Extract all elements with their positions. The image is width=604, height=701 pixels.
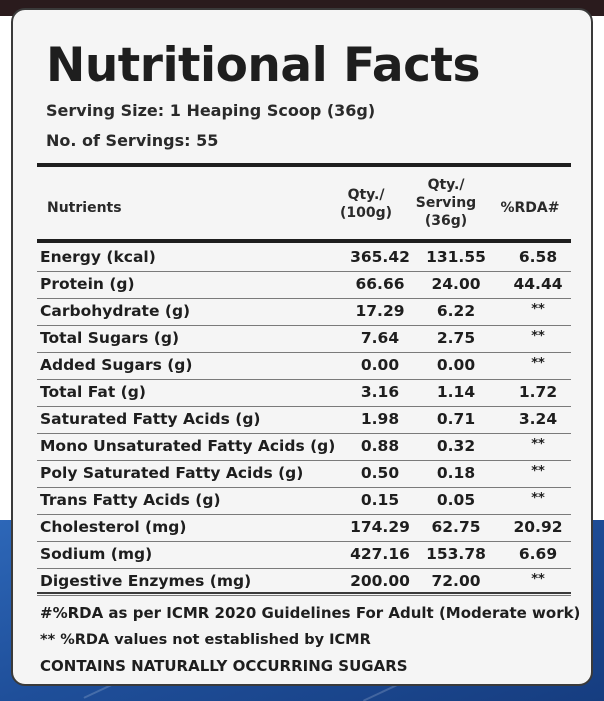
qty-per-serving: 0.18 bbox=[436, 464, 476, 482]
nutrient-name: Mono Unsaturated Fatty Acids (g) bbox=[40, 437, 336, 455]
nutrient-name: Energy (kcal) bbox=[40, 248, 156, 266]
nutrient-name: Protein (g) bbox=[40, 275, 135, 293]
footnote-sugars: CONTAINS NATURALLY OCCURRING SUGARS bbox=[40, 657, 408, 675]
qty-per-serving: 6.22 bbox=[436, 302, 476, 320]
rda-value: ** bbox=[531, 491, 545, 506]
rda-value: 44.44 bbox=[513, 275, 563, 293]
qty-per-serving: 72.00 bbox=[431, 572, 481, 590]
qty-per-100g: 1.98 bbox=[360, 410, 400, 428]
table-row: Digestive Enzymes (mg) 200.00 72.00 ** bbox=[37, 569, 571, 596]
rda-value: ** bbox=[531, 302, 545, 317]
rda-value: 6.58 bbox=[518, 248, 558, 266]
rda-value: ** bbox=[531, 356, 545, 371]
table-row: Trans Fatty Acids (g) 0.15 0.05 ** bbox=[37, 488, 571, 515]
top-thick-rule bbox=[37, 163, 571, 167]
nutrient-name: Digestive Enzymes (mg) bbox=[40, 572, 252, 590]
nutrient-name: Cholesterol (mg) bbox=[40, 518, 187, 536]
qty-per-serving: 0.32 bbox=[436, 437, 476, 455]
table-row: Protein (g) 66.66 24.00 44.44 bbox=[37, 272, 571, 299]
rda-value: ** bbox=[531, 329, 545, 344]
nutrient-name: Trans Fatty Acids (g) bbox=[40, 491, 221, 509]
qty-per-100g: 7.64 bbox=[360, 329, 400, 347]
nutrient-name: Added Sugars (g) bbox=[40, 356, 193, 374]
nutrition-label-card: Nutritional Facts Serving Size: 1 Heapin… bbox=[11, 8, 593, 686]
rda-value: 3.24 bbox=[518, 410, 558, 428]
table-row: Poly Saturated Fatty Acids (g) 0.50 0.18 ** bbox=[37, 461, 571, 488]
table-row: Added Sugars (g) 0.00 0.00 ** bbox=[37, 353, 571, 380]
bottom-rule bbox=[37, 592, 571, 594]
nutrient-name: Poly Saturated Fatty Acids (g) bbox=[40, 464, 304, 482]
header-nutrients: Nutrients bbox=[47, 200, 122, 216]
footnote-rda-basis: #%RDA as per ICMR 2020 Guidelines For Ad… bbox=[40, 604, 581, 622]
qty-per-100g: 365.42 bbox=[350, 248, 410, 266]
header-qty-per-100g: Qty./ (100g) bbox=[339, 187, 393, 221]
qty-per-serving: 1.14 bbox=[436, 383, 476, 401]
table-row: Energy (kcal) 365.42 131.55 6.58 bbox=[37, 245, 571, 272]
table-row: Cholesterol (mg) 174.29 62.75 20.92 bbox=[37, 515, 571, 542]
number-of-servings: No. of Servings: 55 bbox=[46, 131, 219, 150]
qty-per-100g: 66.66 bbox=[355, 275, 405, 293]
serving-size: Serving Size: 1 Heaping Scoop (36g) bbox=[46, 101, 376, 120]
qty-per-100g: 200.00 bbox=[350, 572, 410, 590]
qty-per-serving: 0.00 bbox=[436, 356, 476, 374]
qty-per-serving: 0.71 bbox=[436, 410, 476, 428]
nutrient-name: Total Sugars (g) bbox=[40, 329, 180, 347]
nutrient-name: Sodium (mg) bbox=[40, 545, 153, 563]
table-row: Total Fat (g) 3.16 1.14 1.72 bbox=[37, 380, 571, 407]
rda-value: ** bbox=[531, 437, 545, 452]
rda-value: 1.72 bbox=[518, 383, 558, 401]
qty-per-100g: 174.29 bbox=[350, 518, 410, 536]
qty-per-serving: 131.55 bbox=[426, 248, 486, 266]
qty-per-serving: 0.05 bbox=[436, 491, 476, 509]
nutrient-name: Saturated Fatty Acids (g) bbox=[40, 410, 261, 428]
qty-per-100g: 3.16 bbox=[360, 383, 400, 401]
header-thick-rule bbox=[37, 239, 571, 243]
table-row: Mono Unsaturated Fatty Acids (g) 0.88 0.32… bbox=[37, 434, 571, 461]
rda-value: 20.92 bbox=[513, 518, 563, 536]
qty-per-100g: 0.00 bbox=[360, 356, 400, 374]
qty-per-100g: 427.16 bbox=[350, 545, 410, 563]
rda-value: ** bbox=[531, 572, 545, 587]
qty-per-serving: 153.78 bbox=[426, 545, 486, 563]
qty-per-100g: 0.88 bbox=[360, 437, 400, 455]
table-row: Total Sugars (g) 7.64 2.75 ** bbox=[37, 326, 571, 353]
rda-value: ** bbox=[531, 464, 545, 479]
table-row: Saturated Fatty Acids (g) 1.98 0.71 3.24 bbox=[37, 407, 571, 434]
label-title: Nutritional Facts bbox=[46, 38, 480, 93]
footnote-rda-not-established: ** %RDA values not established by ICMR bbox=[40, 632, 371, 648]
qty-per-100g: 0.15 bbox=[360, 491, 400, 509]
rda-value: 6.69 bbox=[518, 545, 558, 563]
qty-per-serving: 24.00 bbox=[431, 275, 481, 293]
qty-per-100g: 17.29 bbox=[355, 302, 405, 320]
table-row: Sodium (mg) 427.16 153.78 6.69 bbox=[37, 542, 571, 569]
nutrient-name: Total Fat (g) bbox=[40, 383, 146, 401]
qty-per-serving: 62.75 bbox=[431, 518, 481, 536]
nutrient-name: Carbohydrate (g) bbox=[40, 302, 191, 320]
qty-per-serving: 2.75 bbox=[436, 329, 476, 347]
header-qty-per-serving: Qty./ Serving (36g) bbox=[415, 177, 477, 229]
table-row: Carbohydrate (g) 17.29 6.22 ** bbox=[37, 299, 571, 326]
header-rda: %RDA# bbox=[500, 200, 560, 216]
qty-per-100g: 0.50 bbox=[360, 464, 400, 482]
